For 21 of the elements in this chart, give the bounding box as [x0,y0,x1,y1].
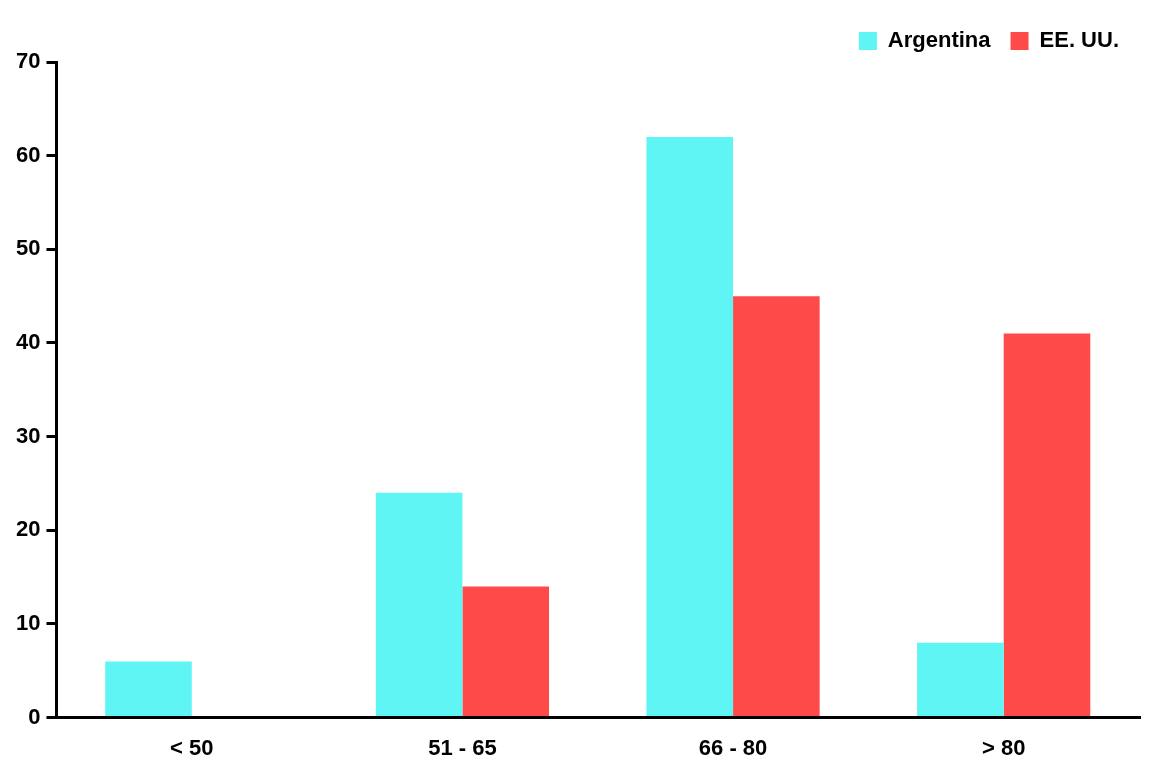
bar [375,492,463,717]
bar [733,296,820,717]
x-tick-label: < 50 [170,734,214,760]
bar [646,136,734,717]
bar [917,642,1004,717]
y-tick-label: 40 [15,329,41,355]
legend-label: EE. UU. [1039,27,1120,53]
y-tick-label: 10 [15,610,41,636]
y-tick-label: 50 [15,235,41,261]
legend-label: Argentina [887,27,992,53]
y-tick-label: 60 [15,141,41,167]
bar [462,586,550,717]
y-tick-label: 20 [15,516,41,542]
bar [105,661,192,717]
x-tick-label: > 80 [981,734,1026,760]
y-tick-label: 0 [28,703,41,729]
bar [1003,333,1091,717]
y-tick-label: 70 [15,48,41,74]
x-tick-label: 51 - 65 [428,734,497,760]
x-tick-label: 66 - 80 [698,734,768,760]
y-tick-label: 30 [15,422,41,448]
